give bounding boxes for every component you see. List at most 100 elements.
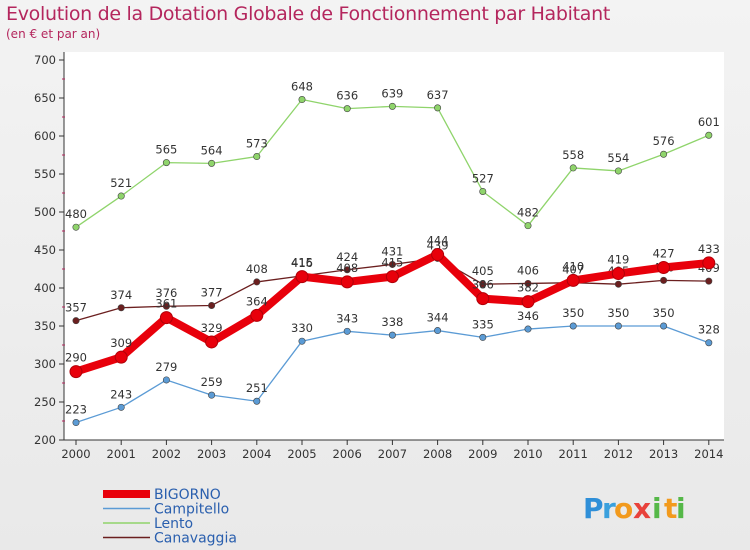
data-label: 357 [65, 301, 87, 315]
y-tick-label: 450 [34, 243, 56, 257]
data-label: 558 [562, 148, 584, 162]
data-label: 344 [427, 311, 449, 325]
data-label: 636 [336, 89, 358, 103]
logo-letter: o [614, 492, 633, 525]
data-label: 480 [65, 207, 87, 221]
data-label: 251 [246, 381, 268, 395]
data-point [569, 322, 577, 330]
data-label: 648 [291, 80, 313, 94]
x-tick-label: 2002 [152, 447, 181, 461]
data-point [343, 266, 351, 274]
data-point [479, 280, 487, 288]
logo-letter: x [633, 492, 651, 525]
data-label: 639 [381, 86, 403, 100]
x-tick-label: 2004 [242, 447, 271, 461]
data-label: 405 [472, 264, 494, 278]
data-label: 374 [110, 288, 132, 302]
data-label: 565 [155, 143, 177, 157]
x-tick-label: 2011 [559, 447, 588, 461]
logo-letter: i [676, 492, 686, 525]
data-point [614, 167, 622, 175]
y-tick-label: 250 [34, 395, 56, 409]
data-point [614, 280, 622, 288]
data-label: 343 [336, 311, 358, 325]
y-tick-label: 400 [34, 281, 56, 295]
x-tick-label: 2009 [468, 447, 497, 461]
data-point [388, 331, 396, 339]
data-point [72, 223, 80, 231]
data-point [253, 153, 261, 161]
data-point [253, 397, 261, 405]
data-point [660, 322, 668, 330]
series-layer: 223 243 279 259 251 330 343 338 344 335 346 350 350 3… [65, 80, 720, 427]
data-label: 482 [517, 206, 539, 220]
x-tick-label: 2013 [649, 447, 678, 461]
data-label: 637 [427, 88, 449, 102]
data-label: 259 [201, 375, 223, 389]
y-tick-label: 200 [34, 433, 56, 447]
data-label: 223 [65, 403, 87, 417]
data-point [162, 159, 170, 167]
data-label: 408 [336, 261, 358, 275]
y-tick-label: 550 [34, 167, 56, 181]
data-label: 382 [517, 281, 539, 295]
data-label: 406 [517, 263, 539, 277]
data-point [614, 322, 622, 330]
data-label: 554 [607, 151, 629, 165]
plot-area [64, 52, 724, 440]
data-point [208, 301, 216, 309]
data-label: 444 [427, 234, 449, 248]
legend-label-canavaggia: Canavaggia [154, 531, 237, 547]
y-tick-label: 650 [34, 91, 56, 105]
data-label: 243 [110, 387, 132, 401]
data-point [159, 311, 173, 325]
data-point [295, 270, 309, 284]
data-point [388, 260, 396, 268]
data-point [566, 273, 580, 287]
logo-letter: i [652, 492, 662, 525]
chart-subtitle: (en € et par an) [6, 27, 101, 41]
data-point [524, 279, 532, 287]
series-canavaggia: 3573743763774084164244314394054064074054… [65, 238, 720, 325]
data-label: 408 [246, 262, 268, 276]
data-label: 601 [698, 115, 720, 129]
legend-label-bigorno: BIGORNO [154, 487, 221, 503]
data-point [253, 278, 261, 286]
data-label: 346 [517, 309, 539, 323]
data-point [434, 327, 442, 335]
data-point [298, 96, 306, 104]
x-tick-label: 2007 [378, 447, 407, 461]
data-point [250, 308, 264, 322]
data-label: 350 [607, 306, 629, 320]
data-label: 386 [472, 278, 494, 292]
data-point [524, 222, 532, 230]
data-point [705, 131, 713, 139]
data-label: 416 [291, 256, 313, 270]
data-point [660, 150, 668, 158]
data-point [611, 267, 625, 281]
data-label: 364 [246, 294, 268, 308]
data-label: 335 [472, 317, 494, 331]
data-label: 330 [291, 321, 313, 335]
data-label: 564 [201, 143, 223, 157]
data-point [162, 376, 170, 384]
x-tick-label: 2008 [423, 447, 452, 461]
logo-letter: t [664, 492, 677, 525]
x-tick-label: 2001 [107, 447, 136, 461]
data-point [476, 292, 490, 306]
y-tick-label: 300 [34, 357, 56, 371]
data-label: 527 [472, 171, 494, 185]
data-point [72, 317, 80, 325]
data-point [205, 335, 219, 349]
data-label: 410 [562, 259, 584, 273]
data-label: 415 [291, 256, 313, 270]
data-label: 433 [698, 242, 720, 256]
data-point [660, 276, 668, 284]
data-point [705, 277, 713, 285]
logo-letter: r [602, 492, 616, 525]
data-point [521, 295, 535, 309]
data-label: 350 [653, 306, 675, 320]
data-point [569, 164, 577, 172]
